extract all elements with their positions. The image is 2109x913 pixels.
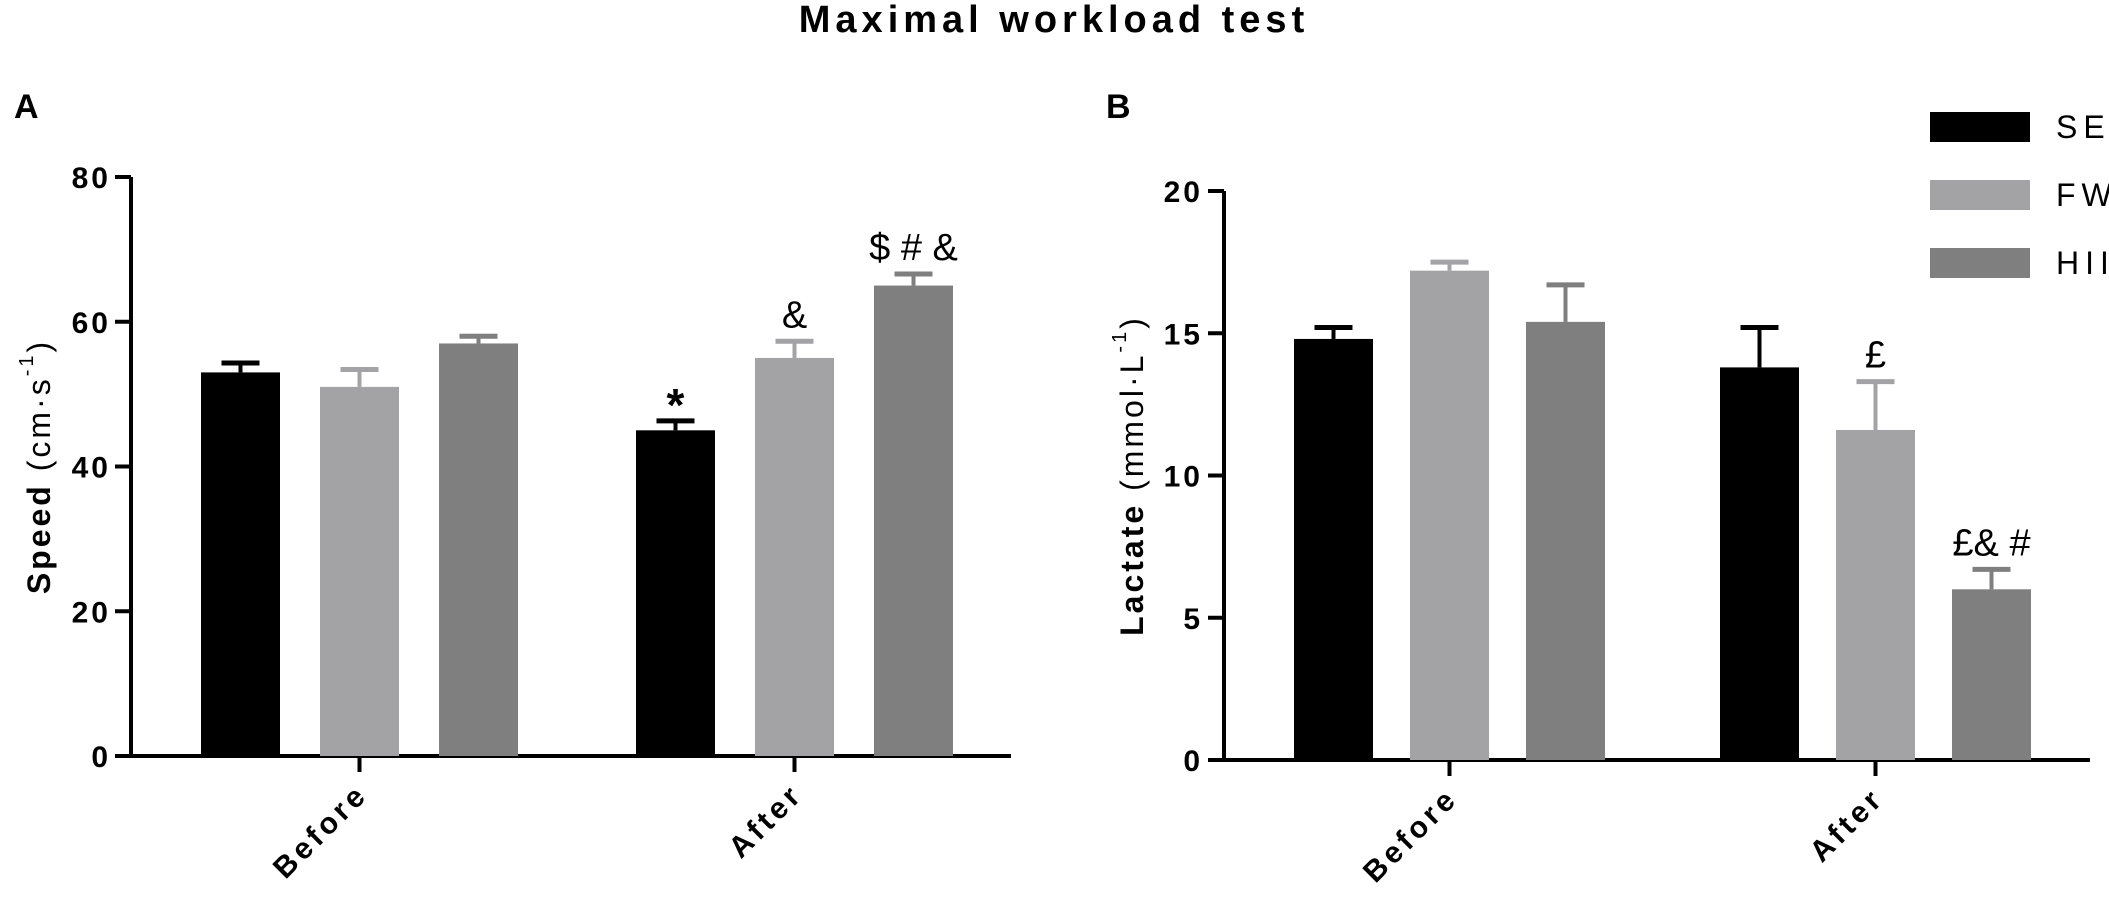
significance-label-hiit-after: $ # & [869, 227, 958, 269]
bar-sed-after [636, 430, 715, 756]
x-tick-label-before: Before [267, 778, 375, 886]
panel-label-a: A [14, 88, 39, 126]
legend: SED FW HIIT [1930, 109, 2109, 281]
y-axis-label-unit-exponent: -1 [1109, 329, 1131, 353]
y-axis-label-unit-exponent: -1 [16, 352, 38, 376]
y-tick-label: 10 [1164, 461, 1203, 494]
y-axis-label-unit-close: ) [1114, 315, 1150, 329]
y-axis-label-name: Speed [21, 471, 57, 594]
bar-hiit-before [439, 343, 518, 756]
bar-fw-after [1836, 429, 1915, 760]
y-axis-label-unit: (cm·s [21, 376, 57, 471]
legend-swatch-sed [1930, 112, 2030, 142]
significance-label-sed-after: * [667, 379, 685, 431]
x-tick-label-after: After [1803, 782, 1890, 869]
bar-sed-before [201, 372, 280, 756]
y-tick-label: 20 [1164, 176, 1203, 209]
y-tick-label: 5 [1183, 603, 1203, 636]
y-tick-label: 0 [91, 741, 111, 774]
y-tick-label: 60 [72, 307, 111, 340]
legend-label-fw: FW [2056, 177, 2109, 213]
bar-hiit-after [874, 285, 953, 756]
y-axis-label: Lactate (mmol·L-1) [1109, 315, 1150, 636]
legend-swatch-hiit [1930, 248, 2030, 278]
y-tick-label: 40 [72, 452, 111, 485]
bar-sed-after [1720, 367, 1799, 760]
bar-fw-after [755, 357, 834, 756]
legend-label-hiit: HIIT [2056, 245, 2109, 281]
chart-panel-a: A 0 20 40 60 80 Speed (cm·s-1) Before * & $ # & Aft… [14, 88, 1011, 885]
y-axis-label: Speed (cm·s-1) [16, 339, 57, 594]
y-tick-label: 20 [72, 596, 111, 629]
figure-title: Maximal workload test [799, 0, 1309, 41]
y-tick-label: 15 [1164, 318, 1203, 351]
y-axis-label-unit: (mmol·L [1114, 353, 1150, 491]
panel-label-b: B [1106, 88, 1131, 126]
x-tick-label-after: After [722, 778, 809, 865]
legend-label-sed: SED [2056, 109, 2109, 145]
y-tick-label: 0 [1183, 745, 1203, 778]
significance-label-fw-after: & [782, 294, 807, 336]
bar-hiit-after [1952, 589, 2031, 760]
y-axis-label-name: Lactate [1114, 491, 1150, 636]
bar-fw-before [1410, 270, 1489, 760]
bar-hiit-before [1526, 321, 1605, 760]
significance-label-fw-after: £ [1865, 335, 1886, 377]
bar-sed-before [1294, 338, 1373, 760]
x-tick-label-before: Before [1357, 782, 1465, 890]
bar-fw-before [320, 386, 399, 756]
significance-label-hiit-after: £& # [1952, 522, 2030, 564]
y-tick-label: 80 [72, 162, 111, 195]
legend-swatch-fw [1930, 180, 2030, 210]
y-axis-label-unit-close: ) [21, 339, 57, 353]
